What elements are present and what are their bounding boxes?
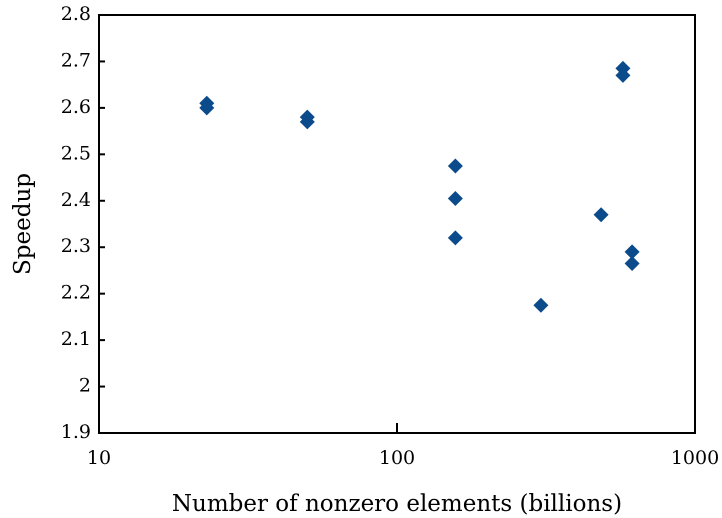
x-axis-label: Number of nonzero elements (billions) (172, 491, 622, 517)
point (624, 255, 640, 271)
y-tick-label: 2.1 (61, 328, 91, 350)
y-tick-label: 2.2 (61, 282, 91, 304)
y-axis-label: Speedup (10, 173, 36, 275)
point (533, 297, 549, 313)
y-tick-label: 2.8 (61, 3, 91, 25)
plot-frame (98, 14, 696, 434)
y-tick-label: 2 (79, 375, 91, 397)
x-tick-label: 1000 (671, 447, 719, 469)
x-tick-label: 100 (379, 447, 415, 469)
point (593, 207, 609, 223)
point (447, 190, 463, 206)
y-tick-label: 1.9 (61, 421, 91, 443)
point (615, 67, 631, 83)
point (447, 158, 463, 174)
x-tick-label: 10 (87, 447, 111, 469)
point (447, 230, 463, 246)
point (624, 244, 640, 260)
y-tick-label: 2.7 (61, 49, 91, 71)
point (299, 114, 315, 130)
y-tick-label: 2.5 (61, 142, 91, 164)
point (199, 100, 215, 116)
y-tick-label: 2.3 (61, 235, 91, 257)
y-tick-label: 2.4 (61, 189, 91, 211)
y-tick-label: 2.6 (61, 96, 91, 118)
